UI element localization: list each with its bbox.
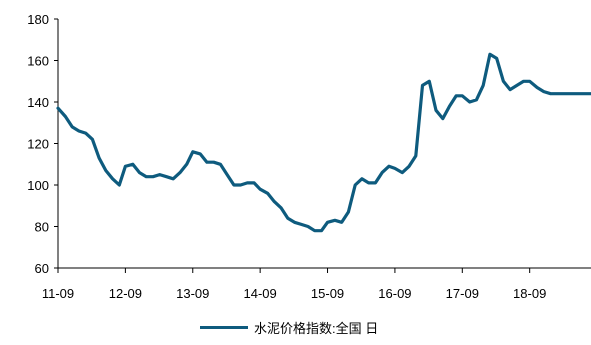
x-tick-label: 17-09 bbox=[446, 286, 479, 301]
x-tick-label: 16-09 bbox=[378, 286, 411, 301]
legend-label: 水泥价格指数:全国 日 bbox=[254, 321, 379, 336]
y-axis-ticks: 60 80 100 120 140 160 180 bbox=[27, 12, 58, 276]
x-axis-ticks: 11-09 12-09 13-09 14-09 15-09 16-09 17-09 18-09 bbox=[42, 268, 546, 301]
y-tick-label: 120 bbox=[27, 137, 49, 152]
y-tick-label: 140 bbox=[27, 95, 49, 110]
x-tick-label: 14-09 bbox=[244, 286, 277, 301]
x-tick-label: 15-09 bbox=[311, 286, 344, 301]
y-tick-label: 60 bbox=[35, 261, 49, 276]
legend-swatch bbox=[200, 326, 248, 329]
x-tick-label: 12-09 bbox=[109, 286, 142, 301]
y-tick-label: 180 bbox=[27, 12, 49, 27]
series-group bbox=[56, 52, 591, 233]
axes bbox=[57, 19, 591, 269]
y-tick-label: 100 bbox=[27, 178, 49, 193]
series-line bbox=[56, 52, 591, 233]
x-tick-label: 11-09 bbox=[42, 286, 74, 301]
legend: 水泥价格指数:全国 日 bbox=[200, 318, 378, 337]
y-tick-label: 80 bbox=[35, 220, 49, 235]
x-tick-label: 13-09 bbox=[176, 286, 209, 301]
y-tick-label: 160 bbox=[27, 54, 49, 69]
x-tick-label: 18-09 bbox=[513, 286, 546, 301]
